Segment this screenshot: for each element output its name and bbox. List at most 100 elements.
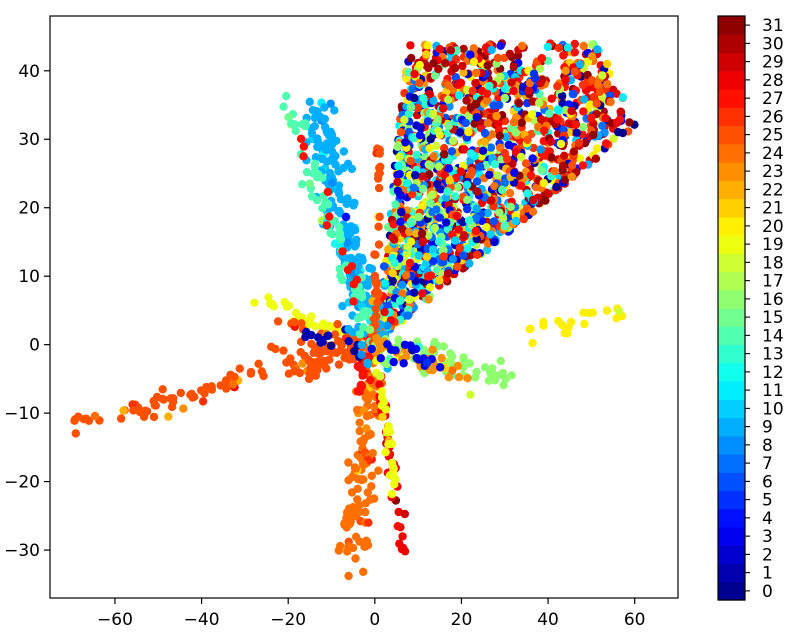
scatter-point bbox=[422, 50, 431, 59]
colorbar-bin bbox=[718, 125, 745, 145]
scatter-point bbox=[364, 518, 373, 527]
scatter-point bbox=[487, 196, 496, 205]
scatter-point bbox=[339, 163, 348, 173]
scatter-point bbox=[471, 214, 481, 223]
scatter-point bbox=[466, 149, 476, 158]
scatter-point bbox=[462, 180, 472, 189]
scatter-point bbox=[455, 128, 465, 137]
scatter-point bbox=[298, 359, 307, 368]
scatter-point bbox=[612, 89, 621, 98]
scatter-point bbox=[379, 262, 389, 271]
scatter-point bbox=[380, 307, 389, 317]
scatter-point bbox=[540, 126, 549, 135]
scatter-point bbox=[509, 118, 519, 127]
scatter-point bbox=[589, 92, 599, 102]
scatter-point bbox=[436, 185, 446, 194]
colorbar-bin bbox=[718, 508, 745, 528]
scatter-point bbox=[528, 207, 538, 216]
scatter-point bbox=[451, 236, 460, 245]
scatter-point bbox=[435, 45, 445, 54]
scatter-point bbox=[349, 201, 358, 210]
scatter-point bbox=[480, 128, 490, 138]
scatter-point bbox=[434, 126, 443, 136]
scatter-point bbox=[500, 178, 509, 188]
scatter-point bbox=[425, 170, 434, 179]
scatter-point bbox=[444, 373, 453, 382]
colorbar-tick-label: 6 bbox=[762, 472, 773, 492]
scatter-point bbox=[488, 364, 497, 373]
scatter-point bbox=[305, 97, 314, 107]
scatter-point bbox=[410, 69, 419, 79]
scatter-point bbox=[368, 449, 377, 458]
scatter-point bbox=[142, 407, 152, 416]
scatter-point bbox=[519, 214, 529, 224]
scatter-point bbox=[574, 138, 584, 148]
scatter-point bbox=[389, 220, 398, 229]
scatter-point bbox=[324, 331, 333, 340]
scatter-point bbox=[472, 204, 481, 213]
scatter-point bbox=[372, 312, 381, 321]
scatter-point bbox=[486, 230, 495, 239]
scatter-point bbox=[556, 139, 566, 149]
scatter-point bbox=[357, 340, 366, 350]
scatter-point bbox=[304, 355, 313, 365]
colorbar-tick-label: 16 bbox=[762, 290, 784, 310]
colorbar-tick-label: 12 bbox=[762, 363, 784, 383]
scatter-point bbox=[344, 324, 353, 334]
scatter-point bbox=[558, 91, 567, 101]
scatter-point bbox=[330, 330, 340, 339]
scatter-point bbox=[418, 184, 427, 193]
scatter-point bbox=[402, 249, 412, 258]
scatter-point bbox=[459, 231, 469, 240]
colorbar-bin bbox=[718, 563, 745, 583]
scatter-point bbox=[359, 459, 368, 469]
scatter-point bbox=[418, 202, 427, 211]
scatter-point bbox=[527, 110, 537, 119]
colorbar-bin bbox=[718, 545, 745, 565]
scatter-point bbox=[279, 346, 288, 355]
scatter-point bbox=[463, 204, 472, 214]
scatter-point bbox=[338, 301, 347, 311]
scatter-point bbox=[420, 347, 429, 356]
scatter-point bbox=[458, 61, 467, 71]
scatter-point bbox=[448, 352, 457, 361]
colorbar: 0123456789101112131415161718192021222324… bbox=[717, 15, 784, 602]
scatter-point bbox=[433, 115, 442, 124]
scatter-point bbox=[524, 86, 533, 95]
scatter-point bbox=[593, 45, 602, 54]
scatter-point bbox=[446, 46, 456, 55]
scatter-point bbox=[179, 404, 188, 413]
scatter-point bbox=[393, 522, 402, 531]
scatter-point bbox=[362, 412, 372, 421]
scatter-point bbox=[361, 499, 370, 508]
scatter-point bbox=[408, 84, 417, 94]
colorbar-bin bbox=[718, 527, 745, 546]
scatter-point bbox=[384, 245, 393, 254]
colorbar-bin bbox=[718, 417, 745, 437]
scatter-point bbox=[307, 129, 317, 138]
scatter-point bbox=[473, 250, 482, 259]
scatter-point bbox=[382, 426, 392, 435]
scatter-point bbox=[343, 238, 352, 247]
scatter-point bbox=[398, 289, 407, 298]
colorbar-tick-label: 26 bbox=[762, 107, 784, 127]
colorbar-bin bbox=[718, 362, 745, 382]
scatter-point bbox=[544, 189, 553, 198]
scatter-point bbox=[578, 122, 588, 132]
colorbar-bin bbox=[718, 490, 745, 510]
scatter-point bbox=[267, 299, 277, 309]
plot-area-frame bbox=[49, 15, 679, 599]
scatter-point bbox=[498, 185, 507, 195]
scatter-point bbox=[119, 406, 128, 415]
scatter-point bbox=[354, 253, 364, 262]
scatter-point bbox=[456, 167, 465, 176]
scatter-point bbox=[579, 107, 588, 116]
scatter-point bbox=[323, 187, 333, 197]
scatter-point bbox=[422, 358, 432, 367]
scatter-point bbox=[367, 264, 377, 274]
scatter-point bbox=[453, 262, 462, 271]
colorbar-tick-label: 0 bbox=[762, 582, 773, 602]
y-tick-label: 0 bbox=[29, 336, 40, 356]
scatter-point bbox=[339, 147, 348, 156]
y-tick-label: 40 bbox=[18, 62, 40, 82]
